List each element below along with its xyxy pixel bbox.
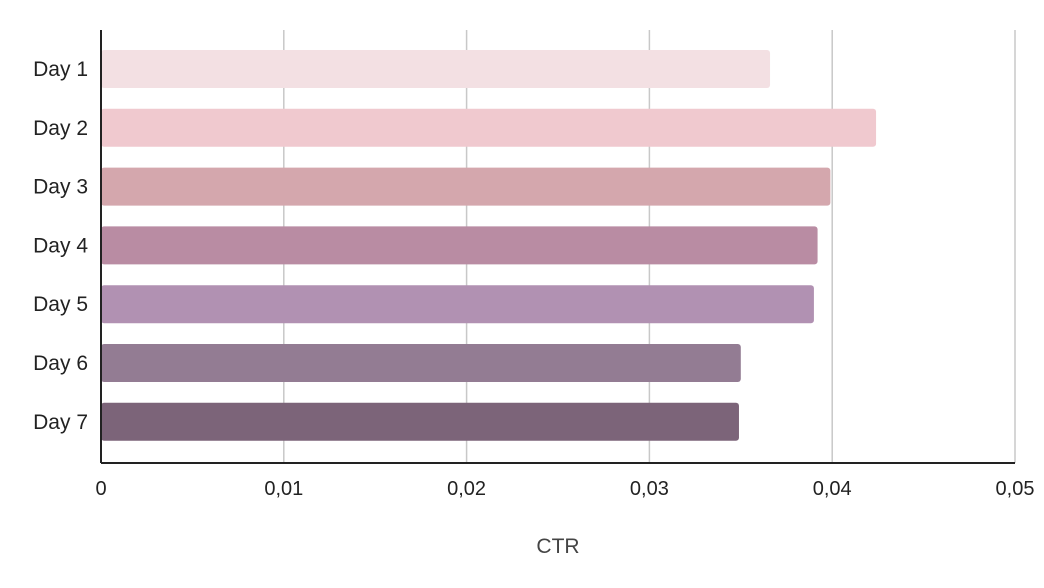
x-tick-label: 0 <box>95 478 106 500</box>
x-axis-title: CTR <box>536 535 579 558</box>
category-label: Day 4 <box>33 234 88 257</box>
x-tick-label: 0,03 <box>630 478 669 500</box>
axes-layer <box>100 30 1015 464</box>
x-tick-label: 0,02 <box>447 478 486 500</box>
category-label: Day 3 <box>33 176 88 199</box>
bar-day-5 <box>101 285 814 324</box>
bars-layer <box>101 50 877 441</box>
category-label: Day 1 <box>33 58 88 81</box>
x-tick-label: 0,04 <box>813 478 852 500</box>
category-label: Day 6 <box>33 352 88 375</box>
category-label: Day 5 <box>33 293 88 316</box>
bar-day-4 <box>101 226 818 265</box>
labels-layer: Day 1 Day 2 Day 3 Day 4 Day 5 Day 6 Day 7 0 0,01… <box>33 58 1034 500</box>
category-label: Day 2 <box>33 117 88 140</box>
x-tick-label: 0,05 <box>996 478 1035 500</box>
category-label: Day 7 <box>33 411 88 434</box>
bar-day-7 <box>101 402 739 441</box>
x-tick-label: 0,01 <box>264 478 303 500</box>
bar-day-6 <box>101 344 741 382</box>
bar-day-2 <box>101 108 877 147</box>
bar-day-1 <box>101 50 771 88</box>
bar-day-3 <box>101 167 831 206</box>
